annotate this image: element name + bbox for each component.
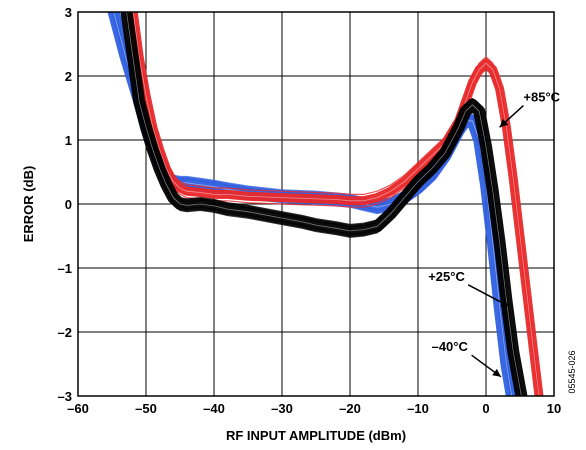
y-axis-title: ERROR (dB) bbox=[21, 166, 36, 243]
annotations: +85°C +25°C –40°C bbox=[428, 90, 561, 378]
x-tick-labels: –60 –50 –40 –30 –20 –10 0 10 bbox=[67, 401, 561, 416]
annotation-label-2: –40°C bbox=[432, 339, 469, 354]
y-tick-label: –3 bbox=[58, 389, 72, 404]
series-trace-1-0 bbox=[125, 12, 521, 396]
series-highlight-1 bbox=[126, 12, 522, 396]
annotation-arrowhead-2 bbox=[492, 368, 501, 377]
y-tick-label: 2 bbox=[65, 69, 72, 84]
y-tick-label: 0 bbox=[65, 197, 72, 212]
x-axis-title: RF INPUT AMPLITUDE (dBm) bbox=[226, 428, 406, 443]
series-band-1 bbox=[120, 12, 528, 396]
figure-code: 05545-026 bbox=[567, 350, 577, 393]
y-tick-labels: –3 –2 –1 0 1 2 3 bbox=[58, 5, 72, 404]
x-tick-label: 10 bbox=[547, 401, 561, 416]
x-tick-label: –40 bbox=[203, 401, 225, 416]
series-band-2 bbox=[128, 12, 544, 396]
plot-frame bbox=[77, 11, 555, 397]
annotation-arrowhead-1 bbox=[500, 299, 510, 307]
series-highlight-2 bbox=[132, 12, 540, 396]
x-tick-label: –30 bbox=[271, 401, 293, 416]
annotation-arrowhead-0 bbox=[499, 118, 509, 128]
annotation-label-1: +25°C bbox=[428, 269, 465, 284]
y-tick-label: –1 bbox=[58, 261, 72, 276]
x-tick-label: –60 bbox=[67, 401, 89, 416]
x-tick-label: 0 bbox=[482, 401, 489, 416]
series-trace-1-3 bbox=[126, 12, 522, 393]
series-trace-2-1 bbox=[133, 12, 540, 390]
x-tick-label: –10 bbox=[407, 401, 429, 416]
x-tick-label: –20 bbox=[339, 401, 361, 416]
series-trace-2-2 bbox=[132, 12, 540, 396]
y-tick-label: 3 bbox=[65, 5, 72, 20]
series-trace-2-3 bbox=[133, 12, 540, 393]
x-tick-label: –50 bbox=[135, 401, 157, 416]
y-tick-label: 1 bbox=[65, 133, 72, 148]
y-tick-label: –2 bbox=[58, 325, 72, 340]
series-layer bbox=[107, 12, 544, 396]
annotation-label-0: +85°C bbox=[523, 90, 560, 105]
series-trace-1-2 bbox=[125, 12, 522, 396]
